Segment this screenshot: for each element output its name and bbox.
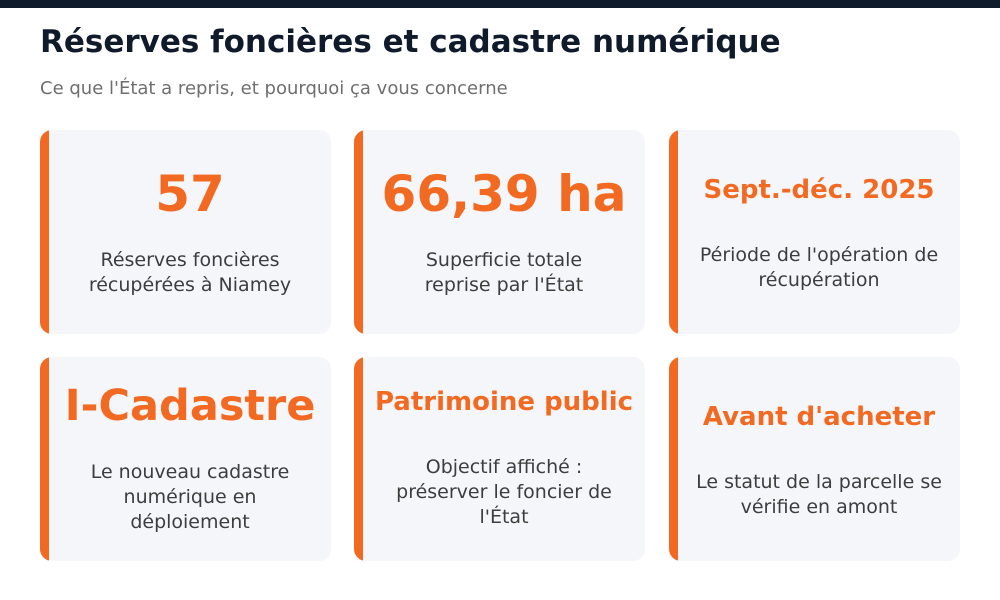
card-accent-bar <box>40 357 49 561</box>
card-accent-bar <box>40 130 49 334</box>
stat-card-i-cadastre: I-Cadastre Le nouveau cadastre numérique… <box>40 357 331 561</box>
card-accent-bar <box>354 357 363 561</box>
page-subtitle: Ce que l'État a repris, et pourquoi ça v… <box>40 78 508 99</box>
card-description: Superficie totale reprise par l'État <box>424 248 584 296</box>
card-value: 66,39 ha <box>381 164 627 223</box>
card-value: Patrimoine public <box>374 387 634 418</box>
card-value: I-Cadastre <box>64 380 316 431</box>
page-title: Réserves foncières et cadastre numérique <box>40 24 781 60</box>
top-bar <box>0 0 1000 8</box>
stat-card-patrimoine: Patrimoine public Objectif affiché : pré… <box>354 357 645 561</box>
stat-card-surface: 66,39 ha Superficie totale reprise par l… <box>354 130 645 334</box>
stat-card-reserves-count: 57 Réserves foncières récupérées à Niame… <box>40 130 331 334</box>
card-value: Avant d'acheter <box>702 402 936 432</box>
card-description: Objectif affiché : préserver le foncier … <box>396 455 612 528</box>
card-description: Le statut de la parcelle se vérifie en a… <box>696 470 942 518</box>
card-accent-bar <box>669 357 678 561</box>
card-accent-bar <box>669 130 678 334</box>
stat-card-avant-acheter: Avant d'acheter Le statut de la parcelle… <box>669 357 960 561</box>
stat-card-period: Sept.-déc. 2025 Période de l'opération d… <box>669 130 960 334</box>
card-description: Période de l'opération de récupération <box>699 243 939 291</box>
card-description: Le nouveau cadastre numérique en déploie… <box>90 461 290 534</box>
card-value: Sept.-déc. 2025 <box>703 175 935 205</box>
card-description: Réserves foncières récupérées à Niamey <box>88 248 292 296</box>
card-accent-bar <box>354 130 363 334</box>
card-value: 57 <box>155 164 225 223</box>
